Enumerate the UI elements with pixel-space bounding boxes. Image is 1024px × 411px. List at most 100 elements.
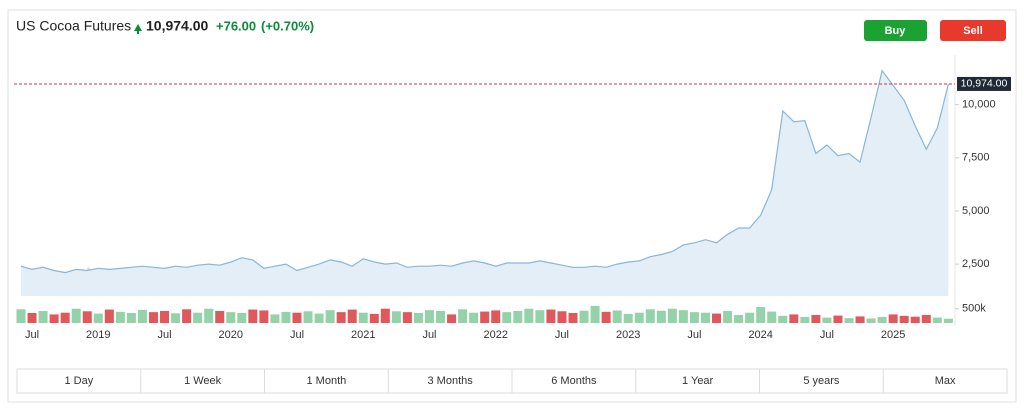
volume-bar bbox=[612, 310, 622, 323]
y-tick-label: 7,500 bbox=[962, 152, 990, 164]
volume-bar bbox=[756, 307, 766, 323]
volume-bar bbox=[513, 311, 523, 323]
volume-bar bbox=[855, 316, 865, 323]
volume-bar bbox=[888, 314, 898, 323]
range-button[interactable]: 1 Month bbox=[307, 375, 347, 387]
volume-bar bbox=[49, 314, 59, 323]
range-button[interactable]: 6 Months bbox=[551, 375, 597, 387]
volume-bar bbox=[645, 309, 655, 323]
volume-bar bbox=[71, 308, 81, 323]
volume-bar bbox=[712, 313, 722, 323]
volume-bar bbox=[745, 312, 755, 323]
x-tick-label: Jul bbox=[820, 329, 834, 341]
volume-bar bbox=[634, 312, 644, 323]
volume-bar bbox=[391, 311, 401, 323]
x-tick-label: 2024 bbox=[748, 329, 772, 341]
price-area bbox=[21, 70, 949, 296]
range-button[interactable]: 3 Months bbox=[428, 375, 474, 387]
range-button[interactable]: 1 Week bbox=[184, 375, 222, 387]
volume-bar bbox=[458, 309, 468, 323]
x-tick-label: 2019 bbox=[86, 329, 110, 341]
volume-bar bbox=[447, 314, 457, 323]
volume-bar bbox=[546, 309, 556, 323]
volume-bar bbox=[469, 312, 479, 323]
volume-bar bbox=[126, 313, 136, 323]
volume-bar bbox=[723, 311, 733, 323]
volume-bar bbox=[491, 310, 501, 323]
volume-bar bbox=[281, 311, 291, 323]
volume-bar bbox=[215, 311, 225, 323]
up-arrow bbox=[134, 24, 142, 34]
y-tick-label: 5,000 bbox=[962, 205, 990, 217]
volume-bar bbox=[336, 312, 346, 323]
volume-bar bbox=[292, 312, 302, 323]
range-button[interactable]: 1 Day bbox=[65, 375, 94, 387]
volume-bar bbox=[568, 313, 578, 323]
volume-bar bbox=[678, 310, 688, 323]
x-tick-label: Jul bbox=[25, 329, 39, 341]
volume-bar bbox=[778, 315, 788, 323]
volume-bar bbox=[910, 316, 920, 323]
volume-bar bbox=[833, 315, 843, 323]
x-tick-label: 2020 bbox=[219, 329, 243, 341]
sell-button[interactable] bbox=[940, 20, 1006, 41]
volume-bar bbox=[314, 313, 324, 323]
volume-bar bbox=[93, 313, 103, 323]
range-button[interactable]: Max bbox=[935, 375, 956, 387]
volume-bar bbox=[115, 311, 125, 323]
y-tick-label: 2,500 bbox=[962, 258, 990, 270]
volume-bar bbox=[767, 311, 777, 323]
buy-label[interactable]: Buy bbox=[885, 25, 907, 37]
volume-bar bbox=[369, 313, 379, 323]
change: +76.00 bbox=[216, 18, 256, 33]
volume-bar bbox=[623, 313, 633, 323]
volume-bar bbox=[480, 311, 490, 323]
volume-bar bbox=[590, 305, 600, 323]
instrument-title: US Cocoa Futures bbox=[16, 18, 131, 34]
volume-bar bbox=[656, 310, 666, 323]
volume-bar bbox=[899, 315, 909, 323]
volume-bar bbox=[60, 312, 70, 323]
volume-bar bbox=[789, 314, 799, 323]
volume-bar bbox=[932, 317, 942, 323]
volume-bar bbox=[160, 311, 170, 323]
x-tick-label: Jul bbox=[555, 329, 569, 341]
volume-bar bbox=[844, 318, 854, 323]
volume-bar bbox=[380, 308, 390, 323]
buy-button[interactable] bbox=[864, 20, 927, 41]
volume-bar bbox=[38, 311, 48, 323]
volume-bar bbox=[248, 309, 258, 323]
volume-bar bbox=[557, 311, 567, 323]
volume-bar bbox=[347, 309, 357, 323]
volume-bar bbox=[104, 309, 114, 323]
last-price-box bbox=[957, 76, 1011, 91]
volume-bar bbox=[579, 310, 589, 323]
x-tick-label: Jul bbox=[290, 329, 304, 341]
volume-bar bbox=[866, 318, 876, 323]
volume-bar bbox=[502, 312, 512, 323]
volume-bar bbox=[689, 312, 699, 323]
x-tick-label: Jul bbox=[157, 329, 171, 341]
x-tick-label: 2022 bbox=[483, 329, 507, 341]
volume-bar bbox=[303, 311, 313, 323]
volume-bar bbox=[667, 308, 677, 323]
range-button[interactable]: 5 years bbox=[803, 375, 840, 387]
volume-bar bbox=[171, 313, 181, 323]
volume-bar bbox=[27, 313, 37, 323]
volume-tick-label: 500k bbox=[962, 303, 986, 315]
range-button[interactable]: 1 Year bbox=[682, 375, 714, 387]
volume-bar bbox=[822, 317, 832, 323]
volume-bar bbox=[82, 311, 92, 323]
volume-bar bbox=[148, 312, 158, 323]
sell-label[interactable]: Sell bbox=[963, 25, 983, 37]
volume-bar bbox=[402, 312, 412, 323]
volume-bar bbox=[943, 318, 953, 323]
volume-bar bbox=[237, 313, 247, 323]
volume-bar bbox=[137, 309, 147, 323]
volume-bar bbox=[193, 312, 203, 323]
volume-bar bbox=[325, 310, 335, 323]
x-tick-label: 2023 bbox=[616, 329, 640, 341]
volume-bar bbox=[16, 309, 26, 323]
x-tick-label: Jul bbox=[687, 329, 701, 341]
y-tick-label: 10,000 bbox=[962, 99, 996, 111]
